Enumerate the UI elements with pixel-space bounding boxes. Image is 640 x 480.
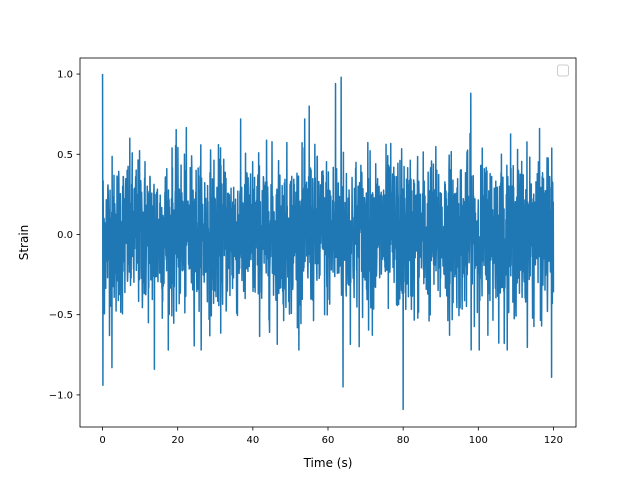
x-axis-label: Time (s): [303, 456, 353, 470]
series-layer: [101, 74, 555, 411]
y-tick-label: 0.0: [57, 230, 73, 241]
x-tick-label: 80: [397, 435, 410, 446]
legend-box: [557, 64, 569, 77]
x-tick-label: 20: [171, 435, 184, 446]
y-axis-label: Strain: [17, 225, 31, 261]
x-tick-label: 60: [322, 435, 335, 446]
x-tick-label: 0: [99, 435, 105, 446]
strain-series-line: [101, 74, 555, 411]
x-axis-ticks: 0 20 40 60 80 100 120: [99, 427, 563, 446]
y-tick-label: 0.5: [57, 150, 73, 161]
y-tick-label: −0.5: [49, 310, 73, 321]
x-tick-label: 120: [544, 435, 563, 446]
x-tick-label: 40: [246, 435, 259, 446]
y-tick-label: −1.0: [49, 390, 73, 401]
y-tick-label: 1.0: [57, 70, 73, 81]
x-tick-label: 100: [469, 435, 488, 446]
y-axis-ticks: −1.0 −0.5 0.0 0.5 1.0: [49, 70, 80, 401]
